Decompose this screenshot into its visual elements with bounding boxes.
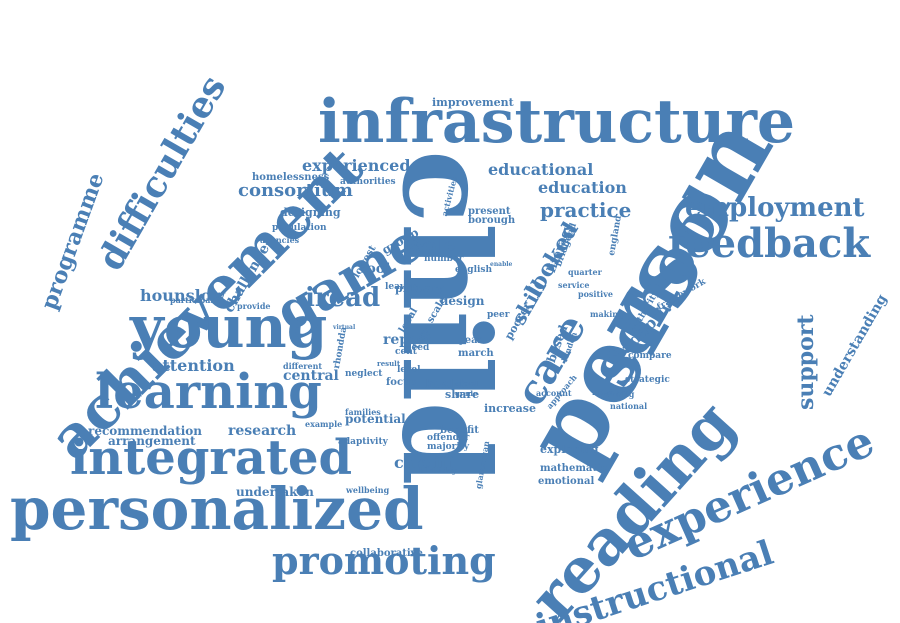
word-march: march xyxy=(458,348,494,359)
word-tool: tool xyxy=(360,261,391,277)
word-learning: learning xyxy=(95,364,322,420)
word-young: young xyxy=(130,293,328,361)
word-quarter: quarter xyxy=(568,267,602,277)
word-improvement: improvement xyxy=(432,96,514,109)
word-example: example xyxy=(305,419,343,429)
word-present: present xyxy=(468,206,511,217)
word-designing: designing xyxy=(280,206,341,219)
word-population: population xyxy=(272,223,327,233)
word-benefit: benefit xyxy=(440,425,479,436)
word-level: level xyxy=(397,365,421,375)
word-iread: iread xyxy=(305,283,381,313)
word-compare: compare xyxy=(628,351,672,361)
word-english: english xyxy=(455,265,493,275)
word-experienced: experienced xyxy=(302,156,411,175)
word-exploring: exploring xyxy=(540,443,599,456)
word-enable: enable xyxy=(490,261,513,268)
word-central: central xyxy=(283,368,339,384)
word-adaptivity: adaptivity xyxy=(338,437,388,447)
word-collaborative: collaborative xyxy=(350,548,423,559)
word-wale: wale xyxy=(410,235,456,256)
word-design: design xyxy=(440,294,485,308)
word-social: social xyxy=(455,379,478,388)
word-focus: focus xyxy=(386,377,416,388)
word-participant: participant xyxy=(170,295,220,305)
word-undertaken: undertaken xyxy=(236,485,314,499)
word-arrangement: arrangement xyxy=(108,434,196,448)
word-rhondda: rhondda xyxy=(332,326,350,370)
word-neglect: neglect xyxy=(345,369,383,379)
word-primary: primary xyxy=(395,282,444,295)
word-authorities: authorities xyxy=(340,177,396,187)
word-health: health xyxy=(425,377,468,391)
word-number: number xyxy=(424,254,464,264)
word-cent: cent xyxy=(395,347,417,357)
word-borough: borough xyxy=(468,215,516,226)
word-offender: offender xyxy=(427,433,470,443)
word-cardiff: cardiff xyxy=(394,453,453,472)
word-merthyr: merthyr xyxy=(592,387,629,397)
word-promoting: promoting xyxy=(272,538,496,583)
word-share: share xyxy=(445,388,480,401)
word-attention: attention xyxy=(152,356,235,375)
word-employment: employment xyxy=(685,193,865,223)
word-wellbeing: wellbeing xyxy=(346,485,390,495)
word-virtual: virtual xyxy=(333,324,356,331)
word-support: support xyxy=(793,314,819,410)
word-provide: provide xyxy=(237,301,271,311)
word-consortium: consortium xyxy=(238,180,353,201)
word-integrated: integrated xyxy=(70,430,353,486)
word-emotional: emotional xyxy=(538,476,595,487)
word-understanding: understanding xyxy=(819,291,891,400)
word-strategic: strategic xyxy=(625,375,670,385)
word-educational: educational xyxy=(488,160,594,179)
word-positive: positive xyxy=(578,289,613,299)
word-recommendation: recommendation xyxy=(88,424,203,438)
word-increase: increase xyxy=(484,402,536,415)
word-result: result xyxy=(377,359,401,368)
word-training: training xyxy=(598,389,635,399)
word-different: different xyxy=(283,361,323,371)
word-leaver: leaver xyxy=(385,282,416,292)
word-majority: majority xyxy=(427,442,470,452)
word-making: making xyxy=(590,309,624,319)
word-mathematic: mathematic xyxy=(540,463,607,474)
word-account: account xyxy=(536,388,572,398)
word-agencies: agencies xyxy=(260,235,300,245)
word-research: research xyxy=(228,423,297,439)
word-potential: potential xyxy=(345,412,406,426)
word-practice: practice xyxy=(540,198,632,222)
word-hounslow: hounslow xyxy=(140,286,226,305)
word-national: national xyxy=(610,401,648,411)
word-birthday: birthday xyxy=(419,465,457,475)
word-feedback: feedback xyxy=(668,220,871,267)
word-homelessness: homelessness xyxy=(252,172,330,183)
word-need: need xyxy=(405,343,430,353)
word-grade: grade xyxy=(455,389,478,398)
word-peer: peer xyxy=(487,310,510,320)
word-personalized: personalized xyxy=(10,475,424,543)
word-service: service xyxy=(558,280,590,290)
word-families: families xyxy=(345,407,381,417)
word-education: education xyxy=(538,178,627,197)
word-difficulties: difficulties xyxy=(89,68,235,278)
word-year: year xyxy=(459,335,483,346)
word-report: report xyxy=(383,332,433,348)
word-infrastructure: infrastructure xyxy=(318,87,796,157)
